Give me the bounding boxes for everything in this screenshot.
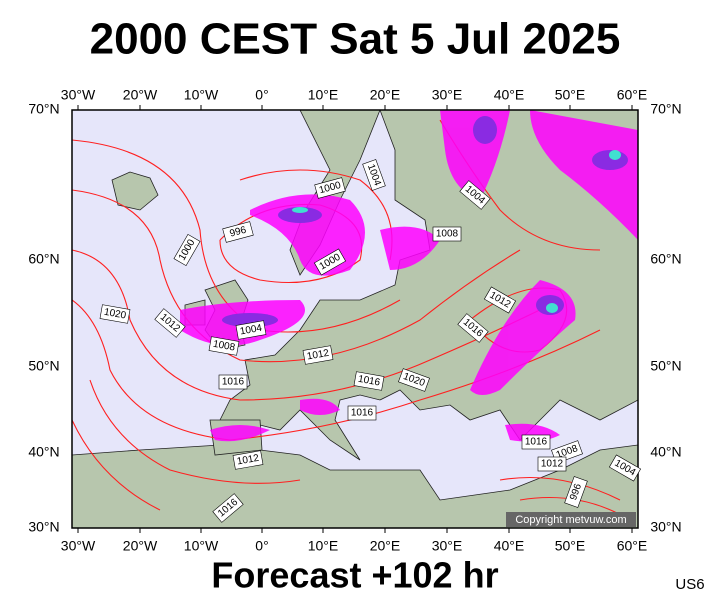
isobar-label: 1008 bbox=[432, 226, 462, 242]
isobar-label-box bbox=[212, 493, 244, 523]
longitude-label-top: 10°E bbox=[308, 87, 339, 103]
isobar-label: 1020 bbox=[398, 368, 430, 392]
isobar-label-box bbox=[432, 226, 462, 242]
isobar-label-box bbox=[154, 308, 186, 338]
isobar-label-box bbox=[608, 454, 642, 482]
model-code: US6 bbox=[675, 576, 704, 593]
isobar-label-box bbox=[313, 248, 347, 276]
map-frame bbox=[71, 109, 639, 529]
longitude-label-bottom: 20°E bbox=[370, 538, 401, 554]
isobar-label: 1004 bbox=[235, 320, 267, 340]
copyright-box bbox=[506, 512, 636, 527]
latitude-label-left: 30°N bbox=[28, 519, 59, 535]
longitude-label-top: 50°E bbox=[555, 87, 586, 103]
isobar-label: 996 bbox=[564, 476, 588, 508]
forecast-label: Forecast +102 hr bbox=[211, 555, 498, 596]
longitude-label-bottom: 50°E bbox=[555, 538, 586, 554]
isobar-label-box bbox=[232, 450, 264, 470]
isobar-label-text: 1016 bbox=[357, 374, 381, 389]
isobar-label-box bbox=[398, 368, 430, 392]
isobar-label-box bbox=[353, 371, 385, 391]
isobar-label-text: 1016 bbox=[351, 408, 374, 419]
isobar-label-box bbox=[99, 304, 131, 324]
isobar-label-text: 1004 bbox=[239, 323, 263, 338]
longitude-label-bottom: 40°E bbox=[494, 538, 525, 554]
latitude-label-left: 50°N bbox=[28, 358, 59, 374]
latitude-label-left: 40°N bbox=[28, 444, 59, 460]
isobar-label-box bbox=[235, 320, 267, 340]
longitude-label-top: 20°W bbox=[123, 87, 158, 103]
longitude-label-top: 0° bbox=[255, 87, 268, 103]
isobar-label-box bbox=[362, 159, 386, 191]
isobar-label-text: 1008 bbox=[212, 339, 236, 354]
isobar-label-box bbox=[218, 374, 248, 390]
isobar-label: 1000 bbox=[314, 177, 346, 199]
latitude-label-right: 70°N bbox=[650, 101, 681, 117]
longitude-label-top: 30°W bbox=[61, 87, 96, 103]
latitude-label-right: 50°N bbox=[650, 358, 681, 374]
isobar-label-box bbox=[314, 177, 346, 199]
isobar-label-box bbox=[564, 476, 588, 508]
isobar-label-text: 1012 bbox=[306, 348, 330, 363]
isobar-label: 996 bbox=[222, 221, 254, 243]
isobar-label-box bbox=[521, 434, 551, 450]
isobar-label-text: 1016 bbox=[222, 377, 245, 388]
isobar-label-box bbox=[302, 345, 334, 365]
latitude-label-right: 30°N bbox=[650, 519, 681, 535]
longitude-label-top: 20°E bbox=[370, 87, 401, 103]
longitude-label-bottom: 10°E bbox=[308, 538, 339, 554]
longitude-label-top: 60°E bbox=[617, 87, 648, 103]
longitude-label-bottom: 30°E bbox=[432, 538, 463, 554]
isobar-label-box bbox=[173, 233, 201, 267]
longitude-label-bottom: 30°W bbox=[61, 538, 96, 554]
isobar-label: 1008 bbox=[208, 336, 240, 356]
longitude-label-top: 10°W bbox=[184, 87, 219, 103]
isobar-label-box bbox=[537, 456, 567, 472]
copyright: Copyright metvuw.com bbox=[515, 514, 626, 526]
latitude-label-right: 40°N bbox=[650, 444, 681, 460]
isobar-label: 1016 bbox=[347, 405, 377, 421]
longitude-label-bottom: 0° bbox=[255, 538, 268, 554]
isobar-label-text: 996 bbox=[229, 225, 248, 240]
isobar-label-box bbox=[483, 286, 517, 314]
isobar-label: 1012 bbox=[537, 456, 567, 472]
title: 2000 CEST Sat 5 Jul 2025 bbox=[90, 15, 621, 64]
latitude-label-left: 70°N bbox=[28, 101, 59, 117]
isobar-label: 1012 bbox=[232, 450, 264, 470]
isobar-label-box bbox=[222, 221, 254, 243]
latitude-label-left: 60°N bbox=[28, 251, 59, 267]
isobar-label: 1016 bbox=[521, 434, 551, 450]
longitude-label-top: 40°E bbox=[494, 87, 525, 103]
longitude-label-bottom: 20°W bbox=[123, 538, 158, 554]
isobar-label-box bbox=[208, 336, 240, 356]
isobar-label: 1016 bbox=[353, 371, 385, 391]
longitude-label-bottom: 60°E bbox=[617, 538, 648, 554]
isobar-label-text: 1012 bbox=[236, 453, 260, 468]
isobar-label-text: 1016 bbox=[525, 437, 548, 448]
isobar-label-box bbox=[459, 180, 491, 210]
longitude-label-top: 30°E bbox=[432, 87, 463, 103]
isobar-label: 1004 bbox=[362, 159, 386, 191]
isobar-label: 1020 bbox=[99, 304, 131, 324]
isobar-label-text: 1020 bbox=[103, 307, 127, 322]
isobar-label: 1012 bbox=[302, 345, 334, 365]
isobar-label-text: 1012 bbox=[541, 459, 564, 470]
isobar-label: 1016 bbox=[218, 374, 248, 390]
isobar-label-box bbox=[457, 313, 489, 343]
latitude-label-right: 60°N bbox=[650, 251, 681, 267]
isobar-label-box bbox=[347, 405, 377, 421]
longitude-label-bottom: 10°W bbox=[184, 538, 219, 554]
isobar-label-text: 1008 bbox=[436, 229, 459, 240]
